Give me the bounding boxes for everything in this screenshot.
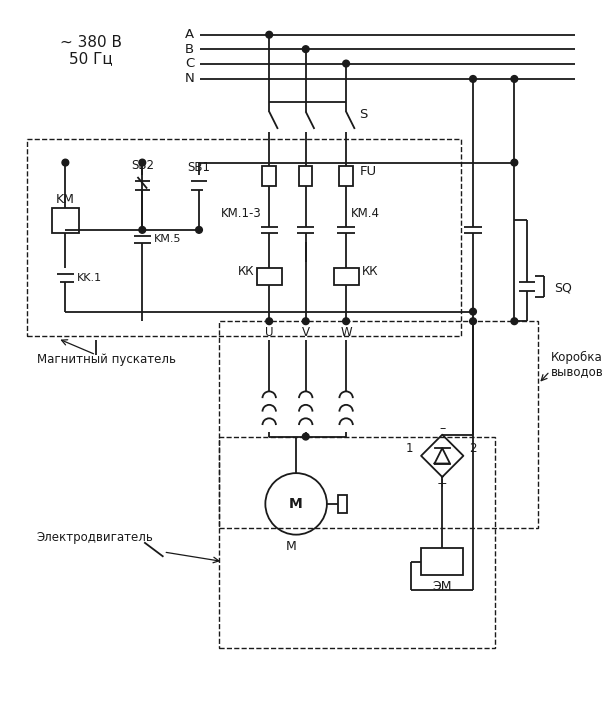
Text: SB1: SB1 [188,161,211,174]
Circle shape [470,76,476,82]
Bar [219,321,538,528]
Bar [299,167,312,186]
Text: 50 Гц: 50 Гц [69,51,113,66]
Text: W: W [340,326,352,340]
Bar [52,208,79,233]
Text: КК: КК [362,265,378,278]
Circle shape [302,46,309,53]
Bar [421,548,463,575]
Text: Электродвигатель: Электродвигатель [37,531,153,544]
Circle shape [470,308,476,315]
Circle shape [62,159,69,166]
Text: Магнитный пускатель: Магнитный пускатель [37,353,175,366]
Text: M: M [286,540,297,553]
Circle shape [139,159,146,166]
Bar [262,167,276,186]
Text: A: A [185,28,194,41]
Bar [339,495,347,512]
Text: ~ 380 В: ~ 380 В [60,35,122,50]
Circle shape [302,433,309,440]
Bar [339,167,353,186]
Text: SQ: SQ [554,281,572,294]
Circle shape [139,226,146,233]
Circle shape [266,32,273,38]
Circle shape [266,318,273,325]
Text: КК: КК [238,265,255,278]
Text: FU: FU [359,165,377,178]
Circle shape [343,318,350,325]
Bar [219,437,495,648]
Text: N: N [185,72,194,86]
Text: KK.1: KK.1 [77,273,102,283]
Text: M: M [289,497,303,511]
Text: +: + [437,477,448,490]
Text: KM.5: KM.5 [154,235,181,245]
Text: S: S [359,108,368,121]
Text: U: U [265,326,273,340]
Text: B: B [185,43,194,56]
Circle shape [511,318,518,325]
Text: SB2: SB2 [131,159,154,172]
Circle shape [302,318,309,325]
Bar [334,269,359,285]
Circle shape [195,226,202,233]
Bar [257,269,282,285]
Bar [27,138,462,335]
Text: KM.4: KM.4 [351,207,380,220]
Circle shape [470,318,476,325]
Text: ЭМ: ЭМ [432,580,452,593]
Text: 1: 1 [406,441,414,455]
Text: Коробка
выводов: Коробка выводов [551,350,604,378]
Circle shape [511,76,518,82]
Text: –: – [439,423,445,435]
Text: C: C [185,57,194,70]
Text: KM.1-3: KM.1-3 [220,207,261,220]
Text: KM: KM [56,193,75,205]
Circle shape [511,159,518,166]
Circle shape [343,60,350,67]
Text: 2: 2 [469,441,477,455]
Text: V: V [301,326,310,340]
